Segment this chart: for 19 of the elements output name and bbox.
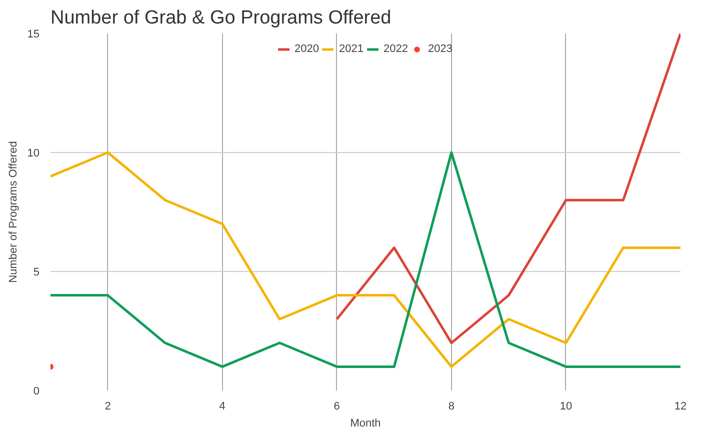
x-tick-label: 4 — [219, 400, 226, 412]
x-axis-title: Month — [350, 418, 381, 430]
legend-label: 2020 — [294, 43, 320, 55]
chart-title: Number of Grab & Go Programs Offered — [50, 8, 392, 28]
x-tick-label: 12 — [674, 400, 687, 412]
line-series — [336, 34, 680, 344]
legend-label: 2021 — [339, 43, 364, 55]
y-tick-label: 15 — [27, 28, 40, 40]
y-axis-title: Number of Programs Offered — [7, 141, 20, 283]
legend-label: 2022 — [384, 43, 408, 55]
y-tick-label: 5 — [33, 266, 40, 278]
x-tick-label: 6 — [334, 400, 340, 412]
x-tick-label: 8 — [448, 400, 454, 412]
x-tick-label: 10 — [560, 400, 572, 412]
line-series — [50, 151, 680, 368]
y-tick-label: 10 — [27, 148, 40, 160]
x-tick-label: 2 — [104, 400, 111, 412]
legend-label: 2023 — [428, 43, 452, 55]
y-tick-label: 0 — [33, 386, 40, 398]
